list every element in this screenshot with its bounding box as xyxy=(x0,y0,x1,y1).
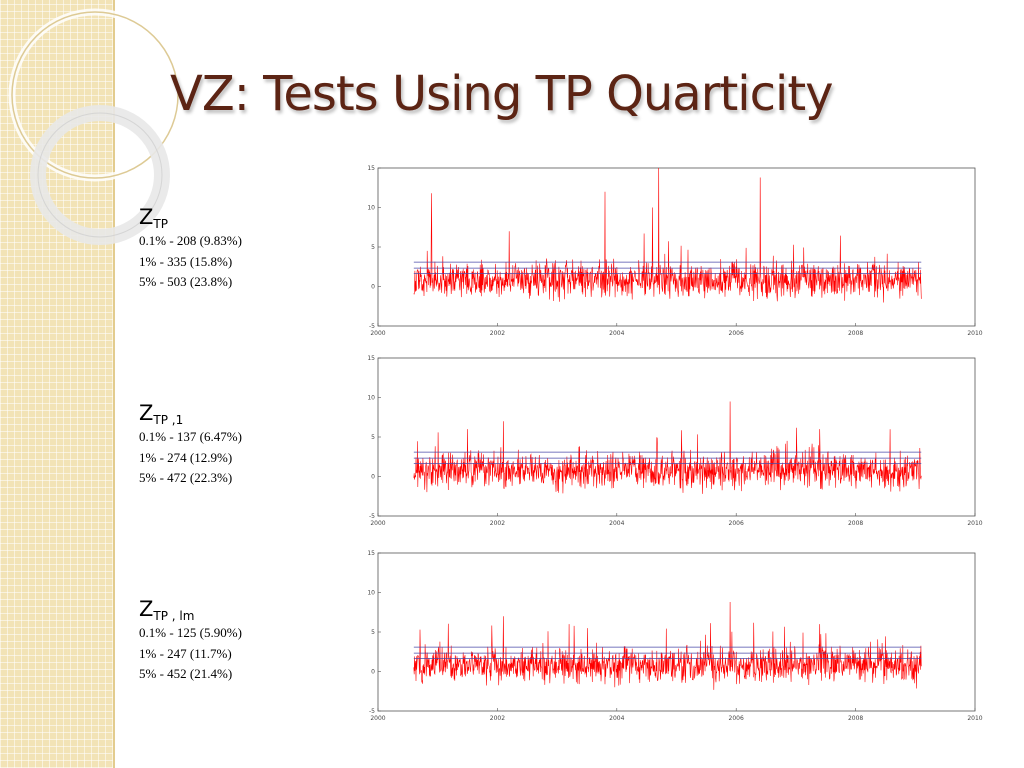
series-line xyxy=(413,401,922,494)
x-tick-label: 2008 xyxy=(848,715,863,722)
series-line xyxy=(413,601,922,690)
x-tick-label: 2002 xyxy=(490,520,505,527)
x-tick-label: 2006 xyxy=(729,715,744,722)
x-tick-label: 2002 xyxy=(490,715,505,722)
decorative-rings xyxy=(8,8,180,245)
rejection-count-5: 5% - 472 (22.3%) xyxy=(139,470,233,485)
y-tick-label: 10 xyxy=(367,590,375,597)
x-tick-label: 2010 xyxy=(967,330,982,337)
rejection-count-1: 1% - 274 (12.9%) xyxy=(139,449,233,465)
series-line xyxy=(413,167,922,303)
y-tick-label: 0 xyxy=(371,669,375,676)
y-tick-label: 15 xyxy=(367,355,375,362)
x-tick-label: 2000 xyxy=(370,330,385,337)
rejection-count-1: 1% - 335 (15.8%) xyxy=(139,253,233,269)
symbol-subscript: TP ,1 xyxy=(153,413,184,427)
statistic-symbol: ZTP ,1 xyxy=(139,402,339,427)
y-tick-label: 5 xyxy=(371,629,375,636)
y-tick-label: 5 xyxy=(371,244,375,251)
rejection-count-5: 5% - 452 (21.4%) xyxy=(139,666,233,681)
x-tick-label: 2010 xyxy=(967,520,982,527)
chart-ztplm: 2000 2002 2004 2006 2008 2010 -5 0 5 10 15 xyxy=(367,550,982,722)
rejection-count-5: 5% - 503 (23.8%) xyxy=(139,274,233,289)
x-tick-label: 2008 xyxy=(848,520,863,527)
y-tick-label: 15 xyxy=(367,550,375,557)
x-tick-label: 2010 xyxy=(967,715,982,722)
chart-ztp: 2000 2002 2004 2006 2008 2010 -5 0 5 10 15 xyxy=(367,165,982,337)
y-tick-label: -5 xyxy=(369,513,375,520)
y-tick-label: 15 xyxy=(367,165,375,172)
plot-frame xyxy=(377,357,976,517)
x-tick-label: 2008 xyxy=(848,330,863,337)
symbol-letter: Z xyxy=(139,597,154,621)
y-tick-label: -5 xyxy=(369,323,375,330)
y-tick-label: 0 xyxy=(371,284,375,291)
y-tick-label: -5 xyxy=(369,708,375,715)
y-tick-label: 0 xyxy=(371,474,375,481)
symbol-subscript: TP , lm xyxy=(153,609,195,623)
page-title: VZ: Tests Using TP Quarticity xyxy=(170,66,834,122)
x-tick-label: 2004 xyxy=(609,715,624,722)
x-tick-label: 2002 xyxy=(490,330,505,337)
statistic-symbol: ZTP xyxy=(139,206,339,231)
rejection-count-1: 1% - 247 (11.7%) xyxy=(139,645,232,661)
y-tick-label: 10 xyxy=(367,395,375,402)
y-tick-label: 5 xyxy=(371,434,375,441)
chart-ztp1: 2000 2002 2004 2006 2008 2010 -5 0 5 10 15 xyxy=(367,355,982,527)
stat-block-ztp1: ZTP ,1 0.1% - 137 (6.47%) 1% - 274 (12.9… xyxy=(139,402,339,489)
rejection-count-01: 0.1% - 125 (5.90%) xyxy=(139,625,242,640)
x-tick-label: 2000 xyxy=(370,715,385,722)
rejection-count-01: 0.1% - 137 (6.47%) xyxy=(139,429,242,444)
x-tick-label: 2006 xyxy=(729,520,744,527)
symbol-letter: Z xyxy=(139,401,154,425)
rejection-count-01: 0.1% - 208 (9.83%) xyxy=(139,233,242,248)
plot-frame xyxy=(377,552,976,712)
x-tick-label: 2006 xyxy=(729,330,744,337)
stat-block-ztp: ZTP 0.1% - 208 (9.83%) 1% - 335 (15.8%) … xyxy=(139,206,339,293)
x-tick-label: 2004 xyxy=(609,330,624,337)
x-tick-label: 2000 xyxy=(370,520,385,527)
symbol-subscript: TP xyxy=(153,217,168,231)
x-tick-label: 2004 xyxy=(609,520,624,527)
stat-block-ztplm: ZTP , lm 0.1% - 125 (5.90%) 1% - 247 (11… xyxy=(139,598,339,685)
y-tick-label: 10 xyxy=(367,205,375,212)
statistic-symbol: ZTP , lm xyxy=(139,598,339,623)
symbol-letter: Z xyxy=(139,205,154,229)
plot-frame xyxy=(377,167,976,327)
